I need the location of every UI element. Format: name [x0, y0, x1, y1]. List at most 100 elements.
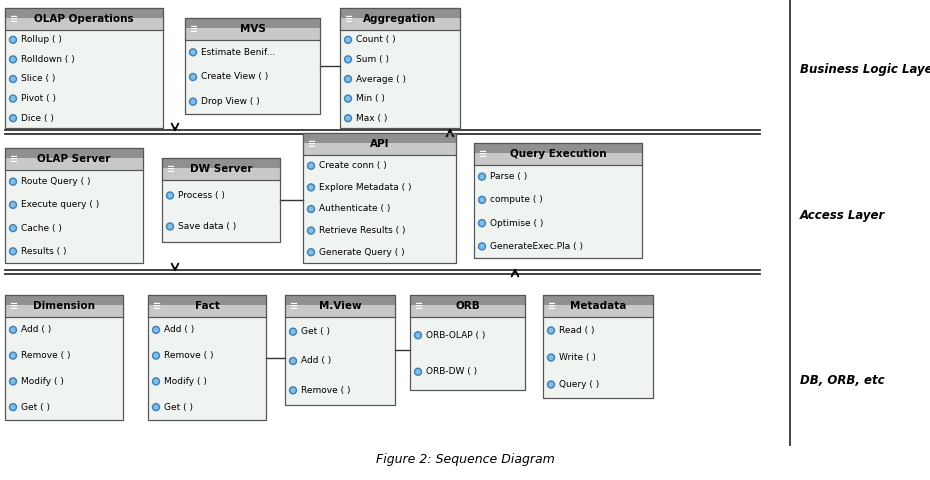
Circle shape: [308, 227, 314, 234]
Bar: [5, 295, 123, 420]
Circle shape: [344, 115, 352, 122]
Circle shape: [309, 164, 313, 168]
Text: DW Server: DW Server: [190, 164, 252, 174]
Text: Results ( ): Results ( ): [21, 247, 67, 256]
Text: ≡: ≡: [345, 14, 353, 24]
Text: Max ( ): Max ( ): [356, 114, 388, 123]
Text: Optimise ( ): Optimise ( ): [490, 218, 543, 228]
Circle shape: [549, 356, 553, 360]
Circle shape: [309, 207, 313, 211]
Circle shape: [548, 354, 554, 361]
Circle shape: [168, 193, 172, 197]
Bar: [285, 295, 395, 305]
Bar: [474, 143, 642, 258]
Text: ORB-OLAP ( ): ORB-OLAP ( ): [426, 331, 485, 340]
Circle shape: [154, 354, 158, 358]
Circle shape: [416, 370, 420, 374]
Circle shape: [549, 328, 553, 333]
Text: Dice ( ): Dice ( ): [21, 114, 54, 123]
Text: ≡: ≡: [10, 154, 18, 164]
Circle shape: [11, 58, 15, 61]
Text: ORB: ORB: [455, 301, 480, 311]
Text: ≡: ≡: [479, 149, 487, 159]
Circle shape: [308, 162, 314, 169]
Circle shape: [309, 185, 313, 190]
Circle shape: [480, 198, 484, 202]
Text: Modify ( ): Modify ( ): [164, 377, 206, 386]
Bar: [303, 133, 456, 263]
Circle shape: [154, 328, 158, 332]
Circle shape: [9, 352, 17, 359]
Bar: [185, 18, 320, 40]
Circle shape: [289, 328, 297, 335]
Text: Parse ( ): Parse ( ): [490, 172, 527, 181]
Text: Average ( ): Average ( ): [356, 74, 406, 84]
Circle shape: [346, 38, 350, 42]
Text: Query Execution: Query Execution: [510, 149, 606, 159]
Text: Sum ( ): Sum ( ): [356, 55, 389, 64]
Bar: [410, 305, 525, 317]
Circle shape: [153, 404, 160, 410]
Circle shape: [549, 383, 553, 386]
Circle shape: [415, 368, 421, 375]
Text: Authenticate ( ): Authenticate ( ): [319, 204, 391, 214]
Bar: [303, 133, 456, 143]
Bar: [5, 295, 123, 420]
Circle shape: [11, 250, 15, 253]
Circle shape: [166, 192, 174, 199]
Circle shape: [11, 96, 15, 101]
Text: ≡: ≡: [308, 139, 316, 149]
Text: Add ( ): Add ( ): [301, 357, 331, 365]
Bar: [340, 8, 460, 18]
Bar: [474, 143, 642, 258]
Bar: [303, 133, 456, 263]
Bar: [5, 8, 163, 18]
Circle shape: [344, 95, 352, 102]
Bar: [543, 295, 653, 398]
Circle shape: [346, 77, 350, 81]
Text: Get ( ): Get ( ): [164, 403, 193, 412]
Text: Remove ( ): Remove ( ): [164, 351, 214, 360]
Bar: [5, 158, 143, 170]
Circle shape: [153, 326, 160, 334]
Text: Add ( ): Add ( ): [21, 325, 51, 335]
Bar: [148, 295, 266, 420]
Bar: [185, 28, 320, 40]
Bar: [340, 8, 460, 128]
Bar: [474, 143, 642, 165]
Text: ≡: ≡: [415, 301, 423, 311]
Text: Access Layer: Access Layer: [800, 208, 885, 221]
Text: Save data ( ): Save data ( ): [178, 222, 236, 231]
Text: Get ( ): Get ( ): [21, 403, 50, 412]
Text: Read ( ): Read ( ): [559, 326, 594, 335]
Circle shape: [153, 378, 160, 385]
Bar: [285, 295, 395, 405]
Text: API: API: [370, 139, 390, 149]
Text: GenerateExec.Pla ( ): GenerateExec.Pla ( ): [490, 242, 583, 251]
Bar: [285, 305, 395, 317]
Circle shape: [166, 223, 174, 230]
Circle shape: [309, 228, 313, 233]
Text: M.View: M.View: [319, 301, 362, 311]
Circle shape: [291, 359, 295, 363]
Circle shape: [480, 221, 484, 225]
Circle shape: [190, 49, 196, 56]
Text: OLAP Server: OLAP Server: [37, 154, 111, 164]
Bar: [285, 295, 395, 405]
Text: Get ( ): Get ( ): [301, 327, 330, 336]
Circle shape: [190, 73, 196, 81]
Bar: [162, 158, 280, 242]
Text: Route Query ( ): Route Query ( ): [21, 177, 90, 186]
Circle shape: [9, 56, 17, 63]
Text: Process ( ): Process ( ): [178, 191, 225, 200]
Text: Retrieve Results ( ): Retrieve Results ( ): [319, 226, 405, 235]
Text: Figure 2: Sequence Diagram: Figure 2: Sequence Diagram: [376, 454, 554, 467]
Circle shape: [289, 387, 297, 394]
Circle shape: [11, 226, 15, 230]
Text: compute ( ): compute ( ): [490, 195, 543, 204]
Circle shape: [291, 388, 295, 392]
Text: ≡: ≡: [548, 301, 556, 311]
Bar: [303, 133, 456, 155]
Bar: [5, 8, 163, 30]
Circle shape: [291, 330, 295, 334]
